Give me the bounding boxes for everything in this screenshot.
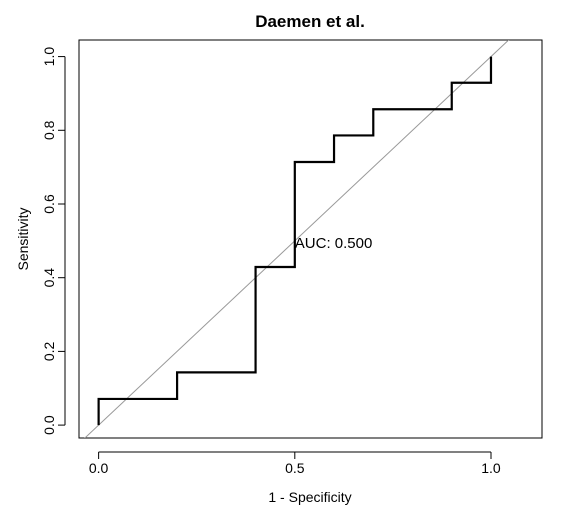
y-tick-label: 1.0 [41, 47, 57, 67]
auc-annotation: AUC: 0.500 [295, 235, 373, 252]
y-axis: 0.0 0.2 0.4 0.6 0.8 1.0 [41, 47, 66, 435]
x-axis-label: 1 - Specificity [268, 489, 351, 505]
x-axis: 0.0 0.5 1.0 [89, 451, 501, 476]
x-tick-label: 1.0 [481, 460, 501, 476]
y-tick-label: 0.0 [41, 415, 57, 435]
y-tick-label: 0.2 [41, 341, 57, 361]
plot-frame [78, 39, 543, 439]
y-axis-label: Sensitivity [15, 207, 31, 270]
x-tick-label: 0.5 [285, 460, 305, 476]
y-tick-label: 0.6 [41, 194, 57, 214]
roc-curve-series-0 [97, 56, 493, 426]
plot-area [84, 40, 510, 438]
y-tick-label: 0.8 [41, 120, 57, 140]
chart-title: Daemen et al. [255, 12, 365, 31]
y-tick-label: 0.4 [41, 268, 57, 288]
x-tick-label: 0.0 [89, 460, 109, 476]
